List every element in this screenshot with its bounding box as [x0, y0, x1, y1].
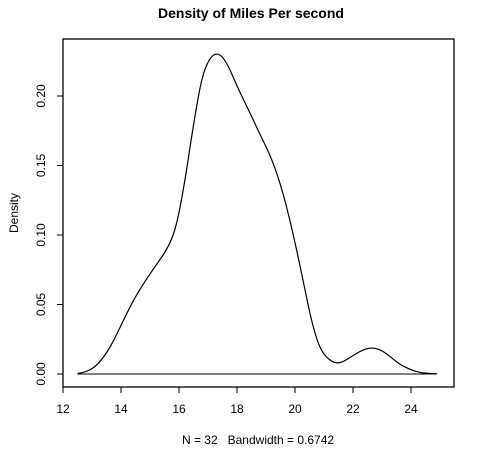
- y-tick-label: 0.00: [34, 362, 48, 386]
- x-tick-label: 20: [288, 402, 302, 416]
- y-axis: 0.00 0.05 0.10 0.15 0.20: [34, 84, 63, 386]
- density-line: [77, 53, 438, 375]
- y-axis-label: Density: [7, 193, 21, 233]
- x-tick-label: 18: [230, 402, 244, 416]
- y-tick-label: 0.15: [34, 153, 48, 177]
- y-tick-label: 0.20: [34, 84, 48, 108]
- y-tick-label: 0.05: [34, 292, 48, 316]
- chart-title: Density of Miles Per second: [158, 5, 344, 21]
- x-axis-label: N = 32 Bandwidth = 0.6742: [182, 433, 334, 447]
- x-tick-label: 14: [114, 402, 128, 416]
- x-axis: 12 14 16 18 20 22 24: [56, 387, 418, 416]
- x-tick-label: 12: [56, 402, 70, 416]
- y-tick-label: 0.10: [34, 223, 48, 247]
- plot-frame: [62, 38, 455, 388]
- x-tick-label: 22: [346, 402, 360, 416]
- x-tick-label: 16: [172, 402, 186, 416]
- x-tick-label: 24: [404, 402, 418, 416]
